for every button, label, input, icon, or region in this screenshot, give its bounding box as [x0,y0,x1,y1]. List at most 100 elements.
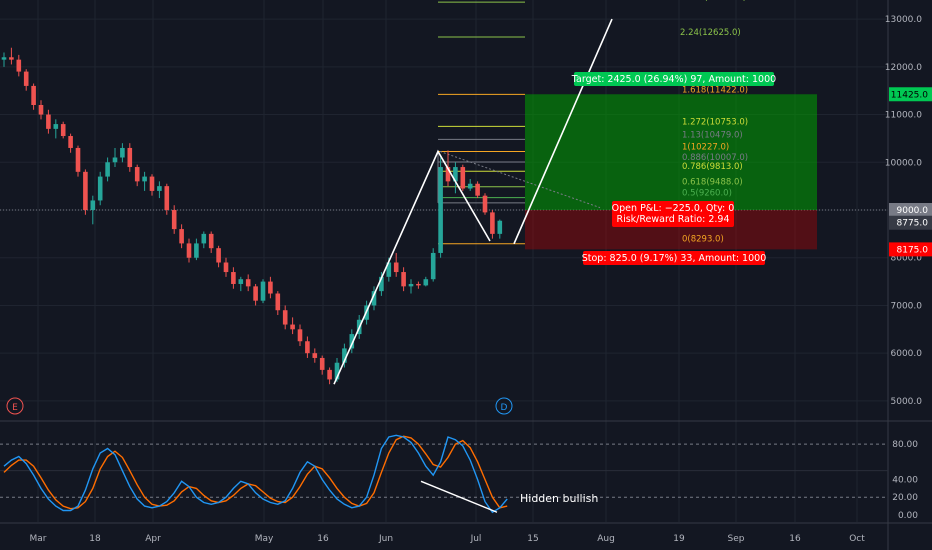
candle-body [134,167,140,182]
candle-body [297,329,303,342]
target-label-box [574,72,774,86]
candle-body [408,283,414,287]
candle-body [268,281,273,294]
candle-body [460,167,466,189]
candle-body [1,57,7,60]
candle-body [60,124,66,137]
time-tick-label: 16 [317,534,329,544]
candle-body [475,183,480,196]
candle-body [253,286,258,301]
candle-body [23,71,29,86]
candle-body [416,283,421,286]
fib-level-label: 1.272(10753.0) [682,117,748,127]
time-tick-label: 19 [673,534,685,544]
fib-level-label: 2.24(12625.0) [680,28,741,38]
candle-body [379,276,384,292]
target-zone[interactable] [525,94,817,210]
stochastic-axis: 0.00 20.00 40.00 80.00 [892,440,918,521]
candle-body [453,167,458,182]
fib-extension-tool[interactable]: 0(8293.0) 0.5(9260.0)0.618(9488.0) 0.786(9… [437,0,748,245]
candle-body [231,272,236,284]
divergence-line[interactable] [420,480,498,513]
candlestick-series [1,47,503,385]
stop-label-box [583,251,765,265]
fib-trend-dotted [439,150,601,209]
candle-body [53,124,59,129]
price-badge [889,203,932,217]
price-tick-label: 11000.0 [885,111,922,121]
candle-body [105,162,110,177]
pattern-line[interactable] [333,149,491,385]
candle-body [9,57,14,60]
time-axis[interactable]: Mar 18 Apr May 16 Jun Jul 15 Aug 19 Sep 16 Oct [0,522,932,544]
candle-body [401,272,406,287]
fib-level-label: 0.5(9260.0) [682,189,732,199]
price-tick-label: 7000.0 [891,301,923,311]
stoch-tick-label: 20.00 [892,493,918,503]
candle-body [90,200,96,210]
event-marker-label: D [501,403,508,413]
fib-level-label: 1.13(10479.0) [682,130,743,140]
candle-body [260,281,266,301]
hidden-bullish-label: Hidden bullish [520,492,598,505]
fib-level-label: 0.886(10007.0) [682,153,748,163]
price-badge-label: 11425.0 [891,90,928,100]
price-axis[interactable]: 5000.0 6000.0 7000.0 8000.0 9000.0 10000.0 110… [885,15,932,407]
time-tick-label: Apr [145,534,161,544]
trend-lines[interactable] [333,18,613,385]
target-label: Target: 2425.0 (26.94%) 97, Amount: 1000 [571,74,776,85]
price-badge [889,242,932,257]
candle-body [16,59,22,72]
fib-level-label: 0(8293.0) [682,235,724,245]
candle-body [393,262,399,273]
time-tick-label: Jun [378,534,393,544]
candle-body [371,291,377,306]
candle-body [223,262,229,273]
candle-body [186,243,192,258]
candle-body [97,176,103,201]
candle-body [171,210,177,230]
stoch-tick-label: 40.00 [892,476,918,486]
candle-body [290,324,295,330]
candle-body [386,262,392,277]
projection-line[interactable] [513,18,613,245]
price-badge-label: 8775.0 [897,219,929,229]
candle-body [31,85,36,105]
candle-body [334,362,340,380]
price-tick-label: 8000.0 [891,254,923,264]
event-marker[interactable] [495,397,513,415]
price-tick-label: 10000.0 [885,158,922,168]
candle-body [75,147,81,172]
candle-body [497,220,503,234]
stoch-k-line [3,434,508,514]
candle-body [282,310,288,325]
candle-body [482,195,488,213]
candle-body [179,229,184,244]
event-marker-label: E [12,403,18,413]
price-badge [889,215,932,230]
chart-labels: Target: 2425.0 (26.94%) 97, Amount: 1000… [6,72,776,415]
price-badge [889,87,932,102]
time-tick-label: Sep [728,534,745,544]
time-tick-label: 18 [89,534,101,544]
candle-body [157,186,162,191]
price-tick-label: 12000.0 [885,63,922,73]
candle-body [216,248,221,263]
candle-body [120,147,125,158]
candle-body [490,212,495,234]
candle-body [438,167,443,253]
candle-body [149,176,155,191]
candle-body [275,293,281,311]
price-badge-label: 9000.0 [897,206,929,216]
candle-body [142,176,147,182]
candle-body [208,233,214,249]
event-marker[interactable] [6,397,24,415]
candle-body [423,279,429,286]
time-tick-label: Aug [597,534,615,544]
price-tick-label: 6000.0 [891,349,923,359]
time-tick-label: 16 [789,534,801,544]
fib-level-label: 1(10227.0) [682,142,729,152]
time-tick-label: 15 [527,534,538,544]
